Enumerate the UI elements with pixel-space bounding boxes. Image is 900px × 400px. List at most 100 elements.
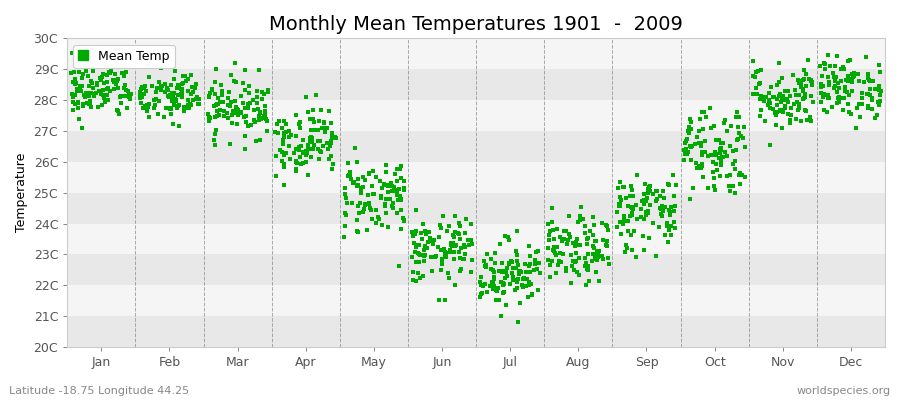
Point — [418, 228, 432, 234]
Point — [208, 79, 222, 85]
Point — [519, 268, 534, 275]
Point — [501, 237, 516, 243]
Point — [655, 203, 670, 210]
Point — [107, 86, 122, 92]
Point — [234, 110, 248, 116]
Point — [408, 248, 422, 255]
Point — [690, 134, 705, 140]
Point — [733, 170, 747, 176]
Point — [831, 94, 845, 101]
Point — [116, 85, 130, 92]
Point — [238, 87, 253, 93]
Point — [476, 282, 491, 289]
Point — [368, 220, 382, 226]
Point — [176, 73, 190, 80]
Point — [434, 247, 448, 253]
Point — [566, 240, 580, 246]
Point — [650, 188, 664, 194]
Point — [482, 283, 497, 290]
Point — [324, 130, 338, 137]
Point — [845, 77, 859, 84]
Point — [779, 96, 794, 103]
Point — [806, 79, 820, 85]
Point — [770, 109, 784, 115]
Point — [801, 57, 815, 63]
Point — [634, 206, 648, 212]
Point — [641, 190, 655, 197]
Legend: Mean Temp: Mean Temp — [74, 44, 175, 68]
Point — [796, 88, 811, 94]
Point — [721, 183, 735, 189]
Point — [108, 71, 122, 77]
Point — [163, 105, 177, 112]
Point — [851, 71, 866, 77]
Point — [872, 83, 886, 89]
Point — [769, 111, 783, 118]
Point — [586, 243, 600, 250]
Point — [208, 130, 222, 137]
Point — [396, 184, 410, 191]
Point — [319, 129, 333, 135]
Point — [385, 202, 400, 209]
Point — [409, 244, 423, 250]
Point — [487, 276, 501, 282]
Point — [302, 115, 317, 122]
Point — [444, 240, 458, 247]
Point — [390, 192, 404, 198]
Point — [155, 63, 169, 70]
Point — [571, 219, 585, 226]
Point — [821, 52, 835, 58]
Point — [83, 98, 97, 104]
Point — [113, 94, 128, 100]
Point — [612, 201, 626, 207]
Y-axis label: Temperature: Temperature — [15, 153, 28, 232]
Point — [500, 265, 515, 271]
Point — [643, 183, 657, 190]
Point — [489, 297, 503, 303]
Point — [338, 210, 353, 216]
Point — [154, 65, 168, 71]
Point — [634, 213, 648, 220]
Point — [353, 200, 367, 206]
Point — [724, 123, 739, 130]
Point — [457, 244, 472, 251]
Point — [835, 107, 850, 113]
Point — [736, 134, 751, 141]
Point — [392, 186, 407, 192]
Point — [781, 88, 796, 94]
Point — [872, 102, 886, 109]
Point — [100, 92, 114, 98]
Point — [142, 113, 157, 120]
Point — [231, 109, 246, 115]
Point — [312, 155, 327, 162]
Point — [720, 128, 734, 134]
Point — [418, 252, 433, 258]
Point — [578, 230, 592, 236]
Point — [845, 71, 859, 77]
Point — [374, 184, 389, 191]
Point — [586, 222, 600, 228]
Point — [269, 172, 284, 179]
Point — [324, 140, 338, 146]
Point — [449, 242, 464, 248]
Point — [706, 122, 721, 129]
Point — [541, 245, 555, 251]
Point — [98, 98, 112, 105]
Point — [374, 192, 388, 199]
Point — [508, 265, 523, 271]
Point — [147, 97, 161, 103]
Point — [185, 89, 200, 95]
Point — [588, 237, 602, 244]
Point — [832, 94, 846, 100]
Point — [405, 254, 419, 260]
Point — [121, 88, 135, 94]
Point — [391, 197, 405, 204]
Point — [610, 209, 625, 216]
Bar — [68, 254, 885, 285]
Point — [792, 92, 806, 98]
Point — [242, 83, 256, 89]
Point — [664, 232, 679, 238]
Point — [223, 102, 238, 109]
Point — [595, 253, 609, 259]
Point — [554, 259, 568, 266]
